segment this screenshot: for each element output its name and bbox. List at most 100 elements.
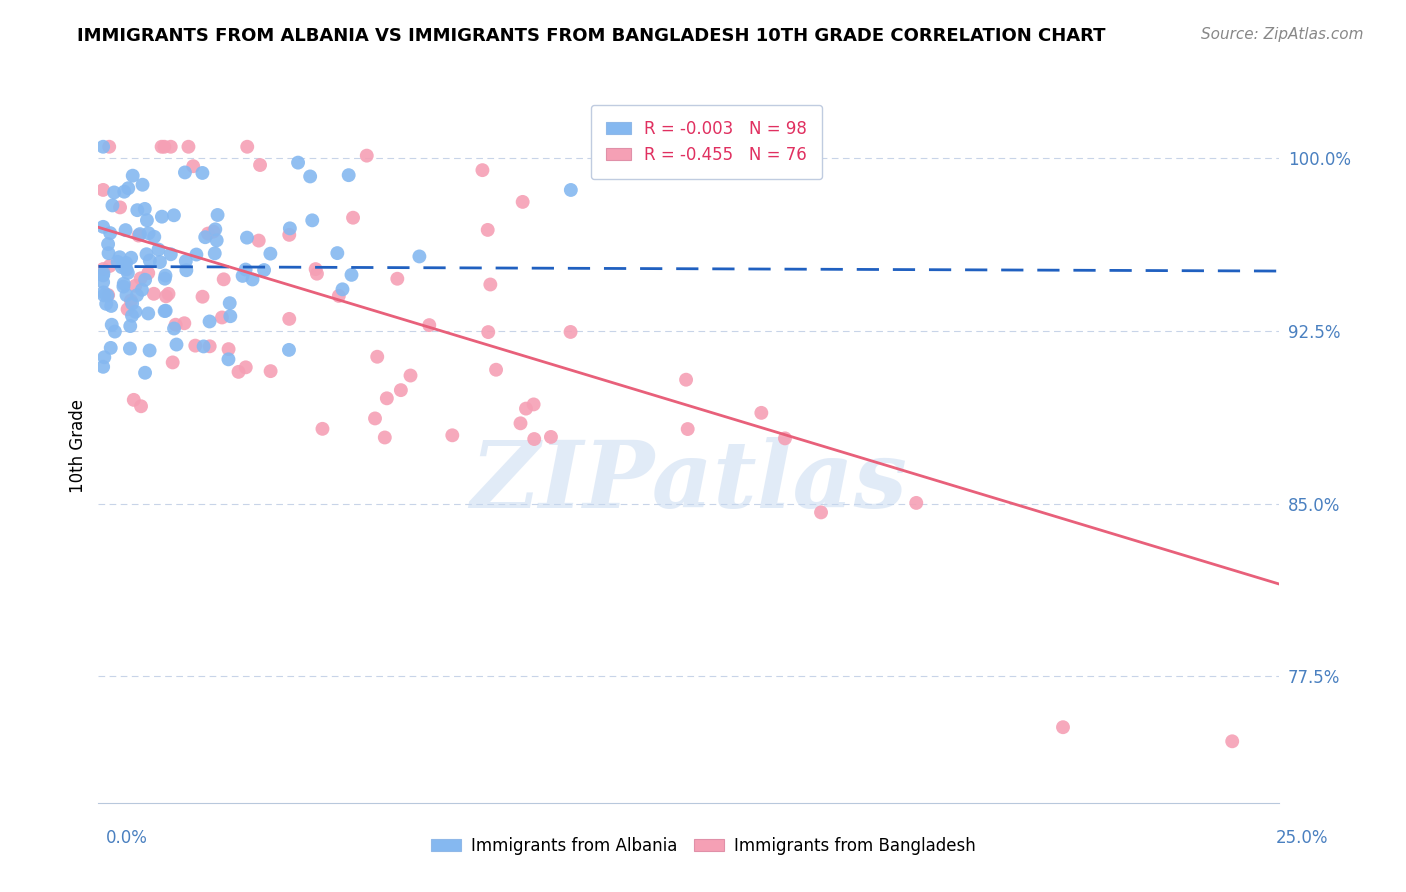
Point <box>342 211 364 225</box>
Point <box>235 360 257 375</box>
Point <box>676 422 699 436</box>
Point <box>112 258 135 272</box>
Point <box>198 314 221 328</box>
Point <box>326 246 349 260</box>
Legend: Immigrants from Albania, Immigrants from Bangladesh: Immigrants from Albania, Immigrants from… <box>425 830 981 862</box>
Point <box>219 309 242 323</box>
Point <box>191 290 214 304</box>
Point <box>560 183 582 197</box>
Point <box>366 350 388 364</box>
Point <box>97 288 120 302</box>
Point <box>112 185 135 199</box>
Point <box>155 289 177 303</box>
Point <box>159 247 181 261</box>
Point <box>149 255 172 269</box>
Point <box>197 227 219 241</box>
Point <box>1052 720 1074 734</box>
Point <box>100 341 122 355</box>
Point <box>128 227 150 241</box>
Point <box>100 318 122 332</box>
Point <box>204 246 226 260</box>
Point <box>332 282 354 296</box>
Point <box>134 273 156 287</box>
Point <box>1220 734 1243 748</box>
Point <box>177 140 200 154</box>
Point <box>93 266 115 280</box>
Point <box>112 279 135 293</box>
Point <box>96 288 118 302</box>
Point <box>150 140 173 154</box>
Point <box>278 221 301 235</box>
Point <box>259 364 281 378</box>
Point <box>138 226 160 240</box>
Point <box>191 166 214 180</box>
Point <box>153 304 176 318</box>
Point <box>441 428 464 442</box>
Point <box>155 303 177 318</box>
Point <box>162 355 184 369</box>
Point <box>301 213 323 227</box>
Point <box>96 297 118 311</box>
Point <box>228 365 250 379</box>
Point <box>509 417 531 431</box>
Point <box>523 397 546 411</box>
Point <box>103 186 125 200</box>
Point <box>148 243 170 257</box>
Point <box>181 159 204 173</box>
Point <box>98 259 121 273</box>
Point <box>91 359 114 374</box>
Point <box>104 325 127 339</box>
Point <box>135 247 157 261</box>
Point <box>129 271 152 285</box>
Point <box>98 226 121 240</box>
Point <box>218 342 240 356</box>
Point <box>120 293 142 308</box>
Point <box>108 201 131 215</box>
Point <box>207 208 229 222</box>
Point <box>91 268 114 283</box>
Point <box>124 304 146 318</box>
Point <box>232 268 254 283</box>
Point <box>131 283 153 297</box>
Point <box>138 343 160 358</box>
Point <box>205 233 228 247</box>
Point <box>299 169 322 184</box>
Point <box>93 288 115 302</box>
Point <box>97 237 120 252</box>
Point <box>91 140 114 154</box>
Text: 0.0%: 0.0% <box>105 829 148 847</box>
Point <box>311 422 333 436</box>
Point <box>121 169 143 183</box>
Point <box>136 306 159 320</box>
Point <box>139 253 162 268</box>
Point <box>287 155 309 169</box>
Point <box>340 268 363 282</box>
Point <box>259 246 281 260</box>
Point <box>249 158 271 172</box>
Point <box>91 275 114 289</box>
Point <box>512 194 534 209</box>
Point <box>117 266 139 280</box>
Point <box>375 392 398 406</box>
Point <box>194 230 217 244</box>
Point <box>134 202 156 216</box>
Point <box>115 256 138 270</box>
Point <box>247 234 270 248</box>
Point <box>124 278 146 293</box>
Point <box>540 430 562 444</box>
Point <box>389 383 412 397</box>
Point <box>198 339 221 353</box>
Point <box>236 140 259 154</box>
Point <box>93 351 115 365</box>
Point <box>98 140 121 154</box>
Text: ZIPatlas: ZIPatlas <box>471 437 907 526</box>
Point <box>176 263 198 277</box>
Point <box>477 325 499 339</box>
Point <box>107 255 129 269</box>
Point <box>153 271 176 285</box>
Point <box>471 163 494 178</box>
Point <box>193 339 215 353</box>
Point <box>115 262 138 277</box>
Point <box>810 505 832 519</box>
Point <box>166 337 188 351</box>
